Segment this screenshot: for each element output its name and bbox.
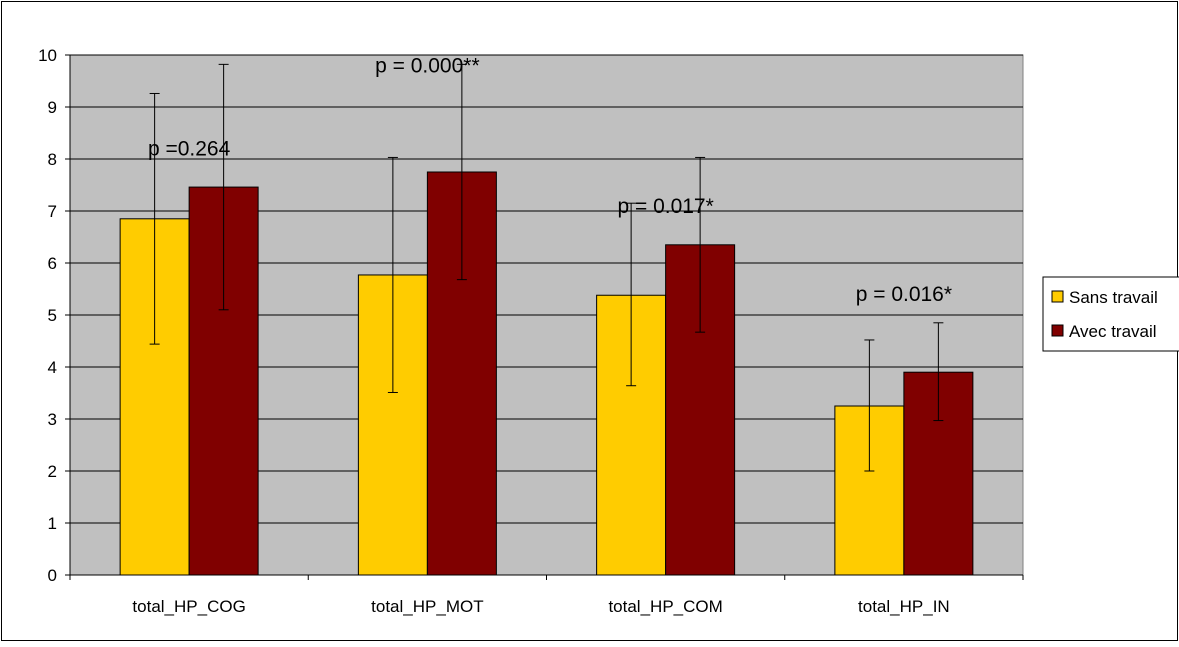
p-value-label: p =0.264 [148, 138, 231, 161]
legend: Sans travail Avec travail [1042, 276, 1179, 352]
legend-swatch-sans-travail [1051, 290, 1064, 303]
legend-label-avec-travail: Avec travail [1069, 322, 1157, 341]
x-tick-label: total_HP_MOT [371, 597, 483, 616]
y-tick-label: 9 [48, 98, 57, 117]
y-tick-label: 4 [48, 358, 57, 377]
p-value-annotations: p =0.264 p = 0.000** p = 0.017* p = 0.016* [148, 54, 952, 306]
legend-swatch-avec-travail [1051, 324, 1064, 337]
p-value-label: p = 0.016* [856, 283, 952, 306]
y-tick-label: 8 [48, 150, 57, 169]
x-tick-label: total_HP_COM [608, 597, 722, 616]
y-tick-label: 5 [48, 306, 57, 325]
y-tick-label: 6 [48, 254, 57, 273]
y-tick-label: 1 [48, 514, 57, 533]
legend-label-sans-travail: Sans travail [1069, 288, 1158, 307]
axes: 0 1 2 3 4 5 6 7 8 9 10 total_HP_COG total_HP_MOT tota… [38, 46, 1024, 616]
y-tick-label: 3 [48, 410, 57, 429]
y-tick-label: 0 [48, 566, 57, 585]
p-value-label: p = 0.017* [617, 195, 713, 218]
x-tick-label: total_HP_IN [858, 597, 950, 616]
error-bars [149, 63, 944, 472]
y-tick-label: 10 [38, 46, 57, 65]
legend-box [1042, 276, 1179, 352]
y-tick-label: 7 [48, 202, 57, 221]
x-tick-label: total_HP_COG [132, 597, 245, 616]
y-tick-label: 2 [48, 462, 57, 481]
p-value-label: p = 0.000** [375, 54, 480, 77]
